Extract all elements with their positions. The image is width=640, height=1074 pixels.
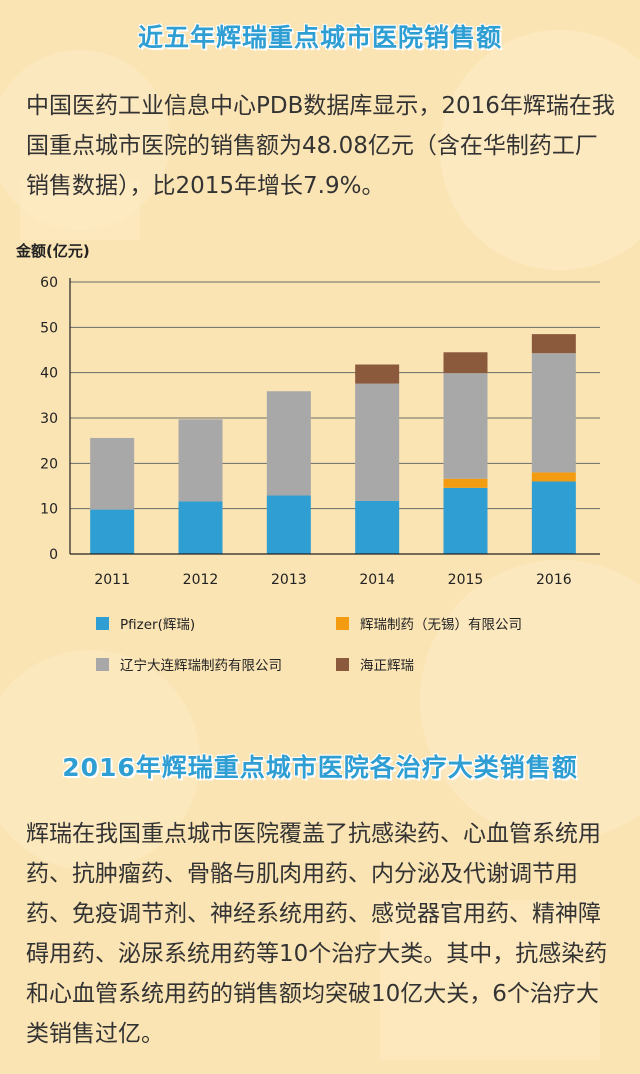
y-tick-label: 30: [40, 411, 58, 427]
x-tick-label: 2016: [536, 572, 572, 588]
bar-segment: [178, 501, 223, 554]
chart-axes: 金额(亿元) 0 10 20 30 40 50 60 2011 2012 2013 2014 2015 2…: [15, 242, 600, 588]
x-tick-label: 2012: [183, 572, 219, 588]
y-axis-label: 金额(亿元): [15, 242, 90, 260]
paragraph-sales-summary: 中国医药工业信息中心PDB数据库显示，2016年辉瑞在我国重点城市医院的销售额为…: [26, 93, 615, 199]
legend-swatch: [96, 658, 109, 671]
bar-segment: [531, 334, 576, 354]
bar-segment: [443, 352, 488, 374]
x-tick-label: 2011: [94, 572, 130, 588]
legend-swatch: [96, 617, 109, 630]
bar-segment: [531, 353, 576, 473]
x-tick-label: 2013: [271, 572, 307, 588]
x-tick-label: 2015: [448, 572, 484, 588]
bar-segment: [531, 481, 576, 554]
y-tick-label: 60: [40, 275, 58, 291]
legend-swatch: [336, 658, 349, 671]
legend-label: 辉瑞制药（无锡）有限公司: [360, 617, 522, 633]
bar-segment: [443, 373, 488, 479]
bar-segment: [355, 383, 400, 501]
bar-segment: [266, 495, 311, 554]
chart-gridlines: [70, 281, 600, 510]
y-tick-label: 50: [40, 320, 58, 336]
legend-swatch: [336, 617, 349, 630]
bar-segment: [90, 509, 135, 554]
paragraph-therapy-summary: 辉瑞在我国重点城市医院覆盖了抗感染药、心血管系统用药、抗肿瘤药、骨骼与肌肉用药、…: [26, 821, 608, 1047]
legend-label: 辽宁大连辉瑞制药有限公司: [120, 657, 282, 674]
legend-label: Pfizer(辉瑞): [120, 617, 195, 633]
y-tick-label: 20: [40, 456, 58, 472]
bar-segment: [443, 478, 488, 488]
y-tick-label: 0: [49, 547, 58, 563]
bar-segment: [443, 487, 488, 554]
bar-segment: [355, 364, 400, 384]
y-tick-label: 40: [40, 366, 58, 382]
legend-label: 海正辉瑞: [360, 658, 414, 674]
section-title-sales: 近五年辉瑞重点城市医院销售额: [137, 23, 502, 52]
bar-segment: [355, 500, 400, 554]
bar-segment: [266, 391, 311, 496]
y-tick-label: 10: [40, 502, 58, 518]
bar-segment: [531, 472, 576, 482]
stacked-bar-chart: 金额(亿元) 0 10 20 30 40 50 60 2011 2012 2013 2014 2015 2…: [15, 242, 600, 674]
x-tick-label: 2014: [359, 572, 395, 588]
chart-bars: [90, 334, 576, 554]
bar-segment: [90, 437, 135, 510]
bar-segment: [178, 419, 223, 502]
section-title-therapy: 2016年辉瑞重点城市医院各治疗大类销售额: [62, 753, 578, 782]
